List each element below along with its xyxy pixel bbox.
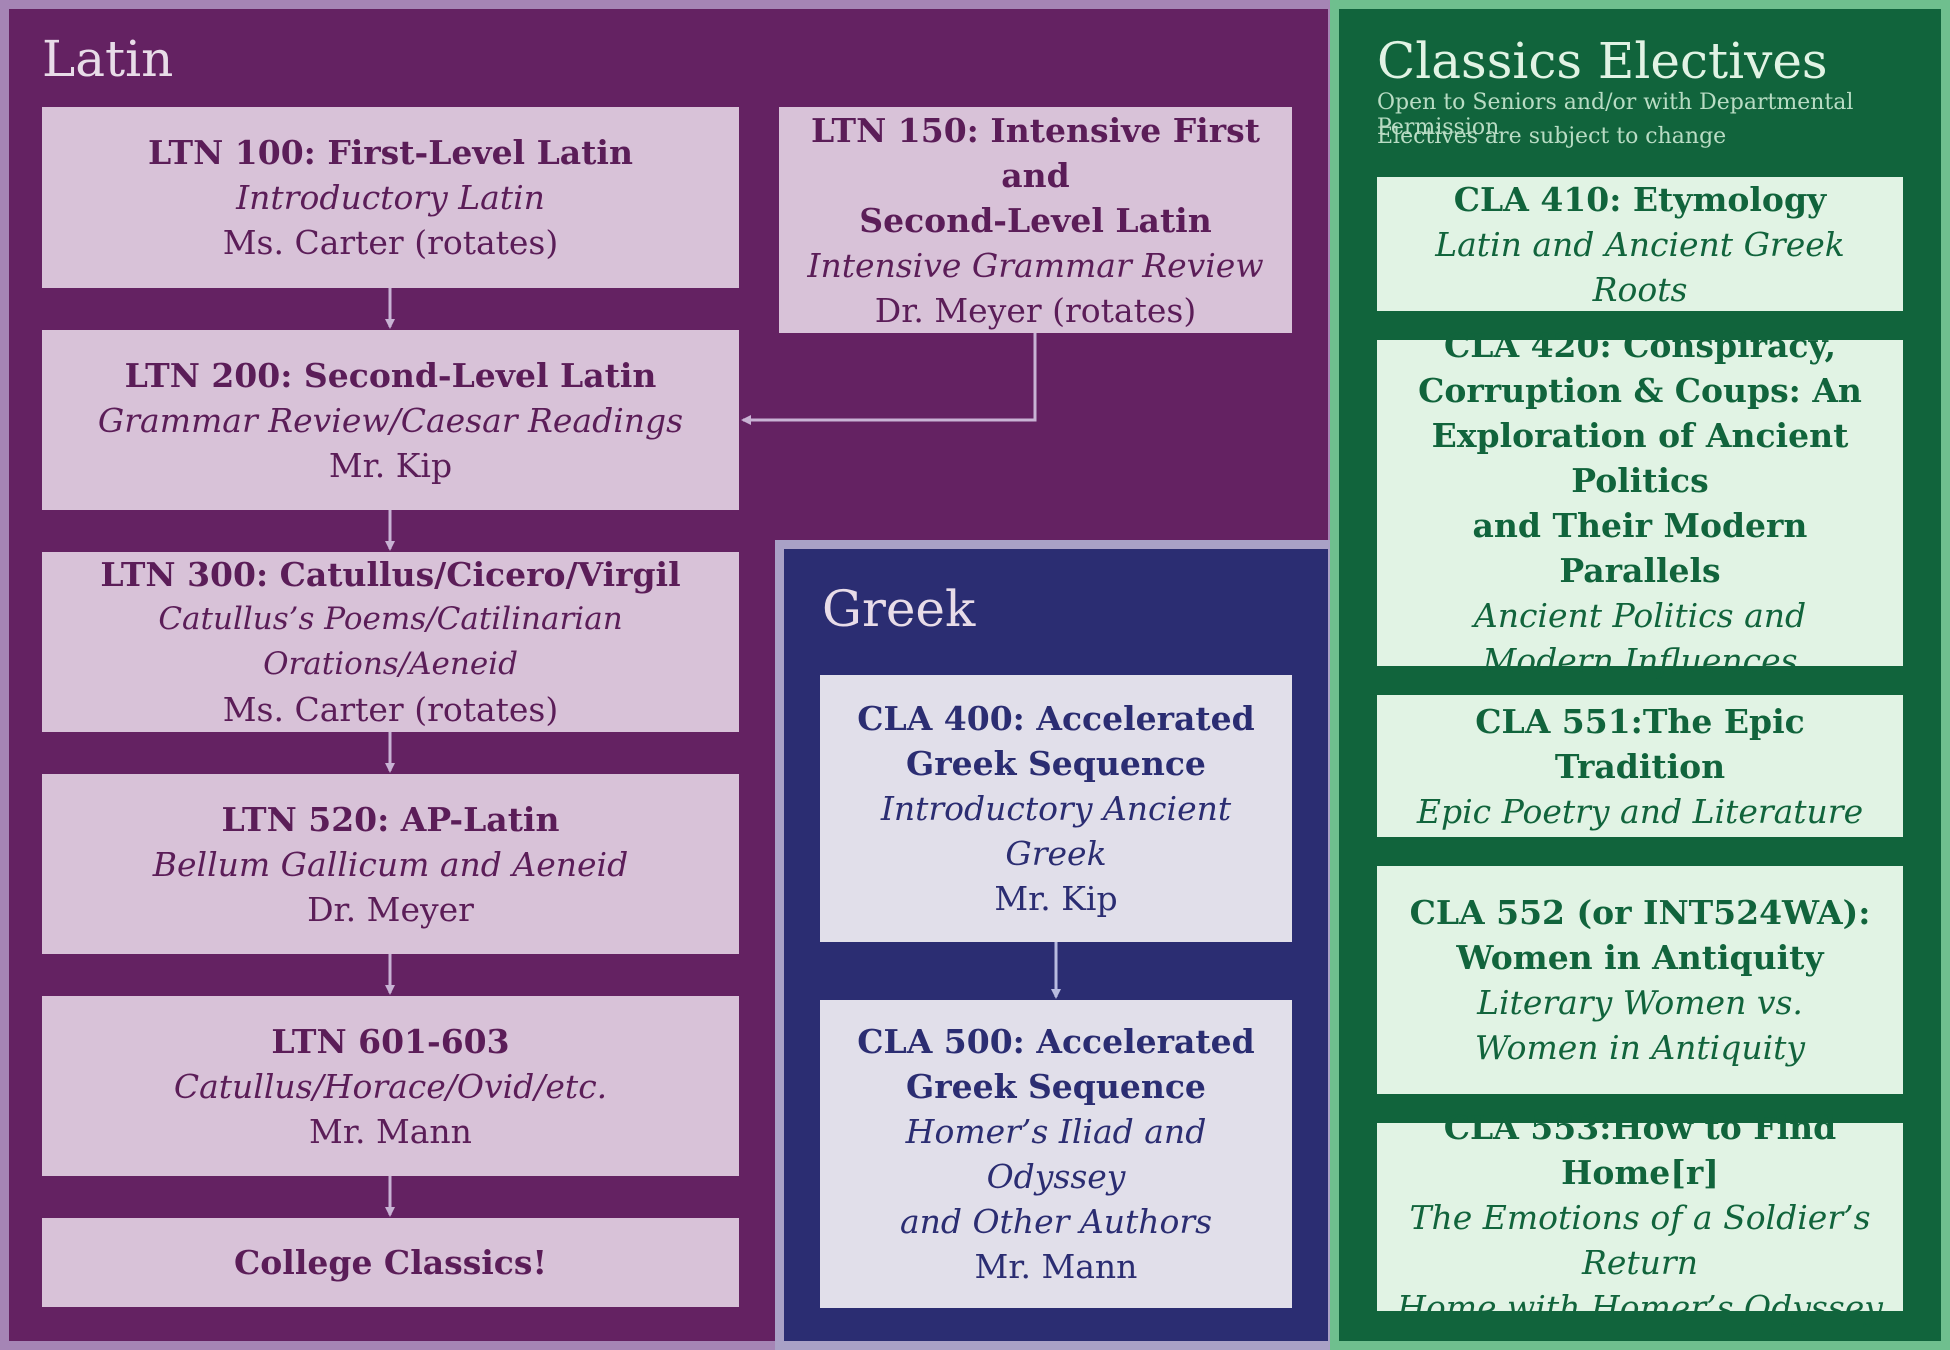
course-description: Introductory Latin <box>236 178 545 217</box>
course-code: LTN 601-603 <box>271 1021 510 1061</box>
course-box-cla551[interactable]: CLA 551:The Epic Tradition Epic Poetry a… <box>1377 695 1903 837</box>
course-box-college-classics[interactable]: College Classics! <box>42 1218 739 1307</box>
course-code-line2: Greek Sequence <box>906 744 1206 783</box>
course-code-line4: and Their Modern Parallels <box>1472 506 1808 590</box>
course-code-line1: CLA 552 (or INT524WA): <box>1409 893 1871 932</box>
course-teacher: Dr. Meyer <box>307 889 474 929</box>
course-code-line2: Second-Level Latin <box>859 200 1212 240</box>
course-teacher: Mr. Mann <box>974 1247 1138 1286</box>
course-box-cla500[interactable]: CLA 500: Accelerated Greek Sequence Home… <box>820 1000 1292 1308</box>
course-description-line1: Ancient Politics and <box>1473 596 1807 635</box>
course-code-line1: CLA 420: Conspiracy, <box>1444 326 1836 365</box>
course-box-ltn100[interactable]: LTN 100: First-Level Latin Introductory … <box>42 107 739 288</box>
course-code: CLA 551:The Epic Tradition <box>1475 701 1805 786</box>
course-description-line1: The Emotions of a Soldier’s Return <box>1409 1197 1871 1282</box>
course-code: CLA 410: Etymology <box>1453 179 1827 219</box>
course-code-line3: Exploration of Ancient Politics <box>1431 416 1849 500</box>
course-teacher: Mr. Mann <box>309 1111 472 1151</box>
course-description: Grammar Review/Caesar Readings <box>97 400 684 440</box>
course-description: Catullus’s Poems/Catilinarian Orations/A… <box>158 601 623 682</box>
course-box-ltn300[interactable]: LTN 300: Catullus/Cicero/Virgil Catullus… <box>42 552 739 732</box>
course-description-line1: Homer’s Iliad and Odyssey <box>905 1112 1207 1196</box>
course-box-cla400[interactable]: CLA 400: Accelerated Greek Sequence Intr… <box>820 675 1292 942</box>
course-box-cla420[interactable]: CLA 420: Conspiracy, Corruption & Coups:… <box>1377 326 1903 680</box>
course-code: College Classics! <box>234 1243 547 1282</box>
course-description-line2: and Other Authors <box>899 1202 1213 1241</box>
course-code: CLA 553:How to Find Home[r] <box>1443 1107 1837 1192</box>
course-box-cla410[interactable]: CLA 410: Etymology Latin and Ancient Gre… <box>1377 177 1903 311</box>
course-teacher: Dr. Meyer (rotates) <box>874 290 1197 330</box>
course-description: Latin and Ancient Greek Roots <box>1435 224 1845 309</box>
course-description: Catullus/Horace/Ovid/etc. <box>173 1066 608 1106</box>
course-description: Epic Poetry and Literature <box>1416 791 1864 831</box>
course-description-line2: Modern Influences <box>1482 641 1798 680</box>
greek-title: Greek <box>822 580 976 638</box>
course-description-line2: Women in Antiquity <box>1474 1028 1806 1067</box>
course-code-line1: CLA 500: Accelerated <box>857 1022 1255 1061</box>
course-code-line1: CLA 400: Accelerated <box>857 699 1255 738</box>
course-code-line2: Women in Antiquity <box>1456 938 1824 977</box>
course-description: Introductory Ancient Greek <box>880 789 1232 873</box>
electives-note-change: Electives are subject to change <box>1377 124 1727 149</box>
latin-title: Latin <box>42 30 174 88</box>
course-box-ltn150[interactable]: LTN 150: Intensive First and Second-Leve… <box>779 107 1292 333</box>
electives-title: Classics Electives <box>1377 32 1828 90</box>
course-code: LTN 200: Second-Level Latin <box>124 355 657 395</box>
course-code: LTN 100: First-Level Latin <box>148 133 633 172</box>
course-description: Intensive Grammar Review <box>807 245 1264 285</box>
arrow-ltn150-to-ltn200 <box>741 333 1037 425</box>
course-code-line2: Corruption & Coups: An <box>1418 371 1862 410</box>
course-teacher: Ms. Carter (rotates) <box>222 223 559 262</box>
course-box-ltn601[interactable]: LTN 601-603 Catullus/Horace/Ovid/etc. Mr… <box>42 996 739 1176</box>
course-description-line1: Literary Women vs. <box>1477 983 1803 1022</box>
course-description-line2: Home with Homer’s Odyssey <box>1397 1287 1883 1327</box>
course-teacher: Mr. Kip <box>328 445 453 485</box>
course-box-cla552[interactable]: CLA 552 (or INT524WA): Women in Antiquit… <box>1377 866 1903 1094</box>
course-code-line1: LTN 150: Intensive First and <box>811 110 1260 195</box>
course-code: LTN 520: AP-Latin <box>221 799 560 839</box>
course-box-cla553[interactable]: CLA 553:How to Find Home[r] The Emotions… <box>1377 1108 1903 1327</box>
electives-note-permission: Open to Seniors and/or with Departmental… <box>1377 90 1854 140</box>
course-code: LTN 300: Catullus/Cicero/Virgil <box>100 555 681 594</box>
course-teacher: Ms. Carter (rotates) <box>222 690 559 729</box>
course-teacher: Mr. Kip <box>994 879 1118 918</box>
course-box-ltn200[interactable]: LTN 200: Second-Level Latin Grammar Revi… <box>42 330 739 510</box>
course-box-ltn520[interactable]: LTN 520: AP-Latin Bellum Gallicum and Ae… <box>42 774 739 954</box>
course-description: Bellum Gallicum and Aeneid <box>152 844 629 884</box>
course-code-line2: Greek Sequence <box>906 1067 1206 1106</box>
